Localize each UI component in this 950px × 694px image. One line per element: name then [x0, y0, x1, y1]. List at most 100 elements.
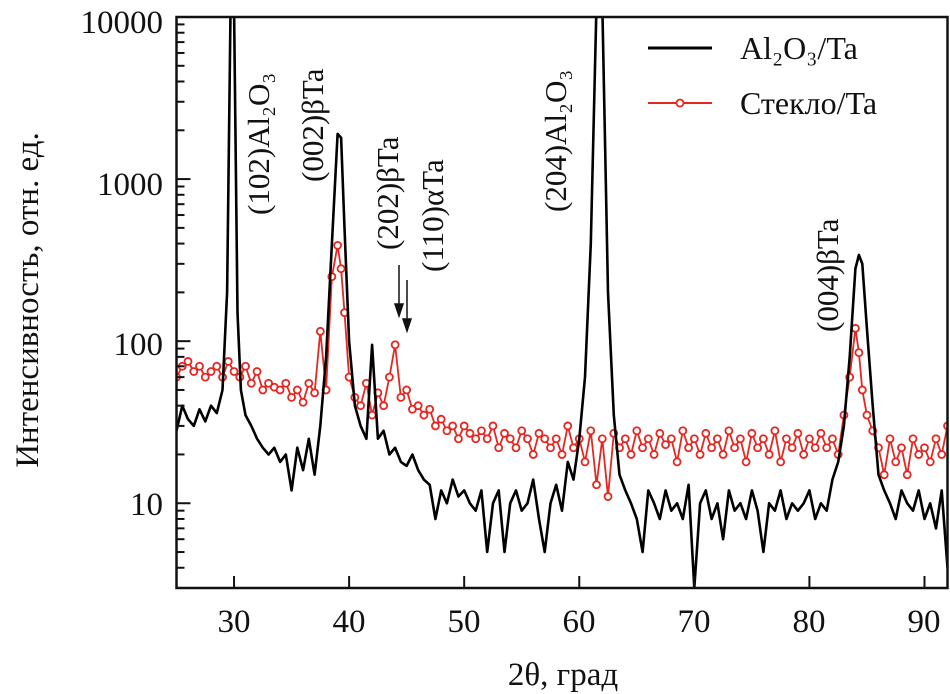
- data-point-glass-ta: [459, 421, 469, 431]
- data-point-glass-ta: [431, 421, 440, 431]
- data-point-glass-ta: [747, 428, 757, 438]
- data-point-glass-ta: [735, 434, 745, 444]
- data-point-glass-ta: [206, 367, 216, 376]
- data-point-glass-ta: [638, 443, 647, 453]
- data-point-glass-ta: [580, 457, 590, 467]
- plot-frame: [175, 15, 949, 590]
- data-point-glass-ta: [292, 385, 302, 395]
- legend: Al₂O₃/Ta Стекло/Ta: [648, 30, 877, 121]
- data-point-glass-ta: [753, 443, 763, 453]
- data-point-glass-ta: [770, 426, 780, 436]
- data-point-glass-ta: [465, 428, 475, 438]
- data-point-glass-ta: [822, 443, 832, 453]
- data-point-glass-ta: [200, 372, 210, 382]
- data-point-glass-ta: [937, 450, 947, 459]
- data-point-glass-ta: [689, 434, 699, 444]
- data-point-glass-ta: [189, 367, 199, 376]
- data-point-glass-ta: [684, 443, 693, 453]
- data-point-glass-ta: [471, 434, 481, 444]
- data-point-glass-ta: [891, 457, 901, 467]
- data-point-glass-ta: [925, 457, 935, 467]
- data-point-glass-ta: [425, 404, 435, 414]
- data-point-glass-ta: [436, 414, 446, 424]
- x-tick-label: 40: [333, 604, 366, 640]
- legend-label-al2o3-ta: Al₂O₃/Ta: [740, 30, 858, 66]
- data-point-glass-ta: [528, 450, 538, 459]
- data-point-glass-ta: [546, 443, 555, 453]
- x-tick-label: 60: [563, 604, 596, 640]
- data-point-glass-ta: [557, 450, 567, 459]
- data-point-glass-ta: [569, 443, 578, 453]
- data-point-glass-ta: [931, 434, 941, 444]
- x-tick-label: 80: [793, 604, 826, 640]
- y-axis-label: Интенсивность, отн. ед.: [10, 132, 46, 468]
- data-point-glass-ta: [793, 428, 803, 438]
- data-point-glass-ta: [477, 426, 486, 436]
- data-point-glass-ta: [586, 426, 596, 436]
- data-point-glass-ta: [258, 385, 268, 395]
- data-point-glass-ta: [333, 240, 343, 250]
- x-tick-label: 30: [218, 604, 251, 640]
- data-point-glass-ta: [336, 264, 346, 274]
- data-point-glass-ta: [666, 434, 676, 444]
- data-point-glass-ta: [563, 421, 573, 431]
- data-point-glass-ta: [862, 410, 872, 420]
- data-point-glass-ta: [799, 450, 809, 459]
- data-point-glass-ta: [678, 426, 688, 436]
- y-tick-label: 10: [130, 487, 163, 523]
- data-point-glass-ta: [592, 480, 601, 490]
- peak-label-202-beta-ta: (202)βTa: [370, 136, 405, 250]
- data-point-glass-ta: [534, 428, 544, 438]
- data-point-glass-ta: [603, 492, 613, 501]
- data-point-glass-ta: [695, 450, 705, 459]
- x-tick-label: 70: [678, 604, 711, 640]
- data-point-glass-ta: [701, 428, 711, 438]
- data-point-glass-ta: [730, 443, 740, 453]
- data-point-glass-ta: [551, 434, 561, 444]
- peak-label-002-beta-ta: (002)βTa: [295, 68, 330, 182]
- peak-label-004-beta-ta: (004)βTa: [810, 218, 845, 332]
- data-point-glass-ta: [500, 428, 509, 438]
- data-point-glass-ta: [419, 410, 429, 420]
- data-point-glass-ta: [275, 385, 285, 395]
- legend-label-glass-ta: Стекло/Ta: [740, 85, 877, 121]
- y-tick-label: 100: [114, 327, 164, 363]
- data-point-glass-ta: [488, 421, 498, 431]
- data-point-glass-ta: [718, 450, 728, 459]
- data-point-glass-ta: [356, 401, 366, 411]
- data-point-glass-ta: [413, 401, 423, 411]
- data-point-glass-ta: [787, 443, 797, 453]
- x-axis-label: 2θ, град: [508, 657, 618, 693]
- data-point-glass-ta: [810, 443, 820, 453]
- data-point-glass-ta: [540, 434, 550, 444]
- data-point-glass-ta: [805, 434, 814, 444]
- data-point-glass-ta: [229, 367, 239, 376]
- data-point-glass-ta: [183, 357, 193, 366]
- data-point-glass-ta: [223, 357, 233, 366]
- y-tick-label: 1000: [97, 167, 163, 203]
- data-point-glass-ta: [264, 378, 273, 388]
- data-point-glass-ta: [707, 443, 716, 453]
- data-point-glass-ta: [287, 392, 296, 402]
- data-point-glass-ta: [643, 434, 653, 444]
- data-point-glass-ta: [724, 426, 734, 436]
- data-point-glass-ta: [246, 378, 256, 388]
- data-point-glass-ta: [281, 378, 291, 388]
- data-point-glass-ta: [816, 428, 826, 438]
- data-point-glass-ta: [661, 440, 670, 450]
- series-line-al2o3-ta: [176, 17, 948, 588]
- data-point-glass-ta: [914, 450, 924, 459]
- data-point-glass-ta: [442, 426, 452, 436]
- data-point-glass-ta: [511, 443, 521, 453]
- data-point-glass-ta: [902, 470, 912, 480]
- data-point-glass-ta: [632, 426, 642, 436]
- data-point-glass-ta: [402, 385, 412, 395]
- data-point-glass-ta: [597, 434, 607, 444]
- data-point-glass-ta: [885, 434, 895, 444]
- data-point-glass-ta: [517, 426, 527, 436]
- data-point-glass-ta: [920, 443, 929, 453]
- data-point-glass-ta: [448, 421, 458, 431]
- data-point-glass-ta: [712, 434, 722, 444]
- data-point-glass-ta: [396, 392, 406, 402]
